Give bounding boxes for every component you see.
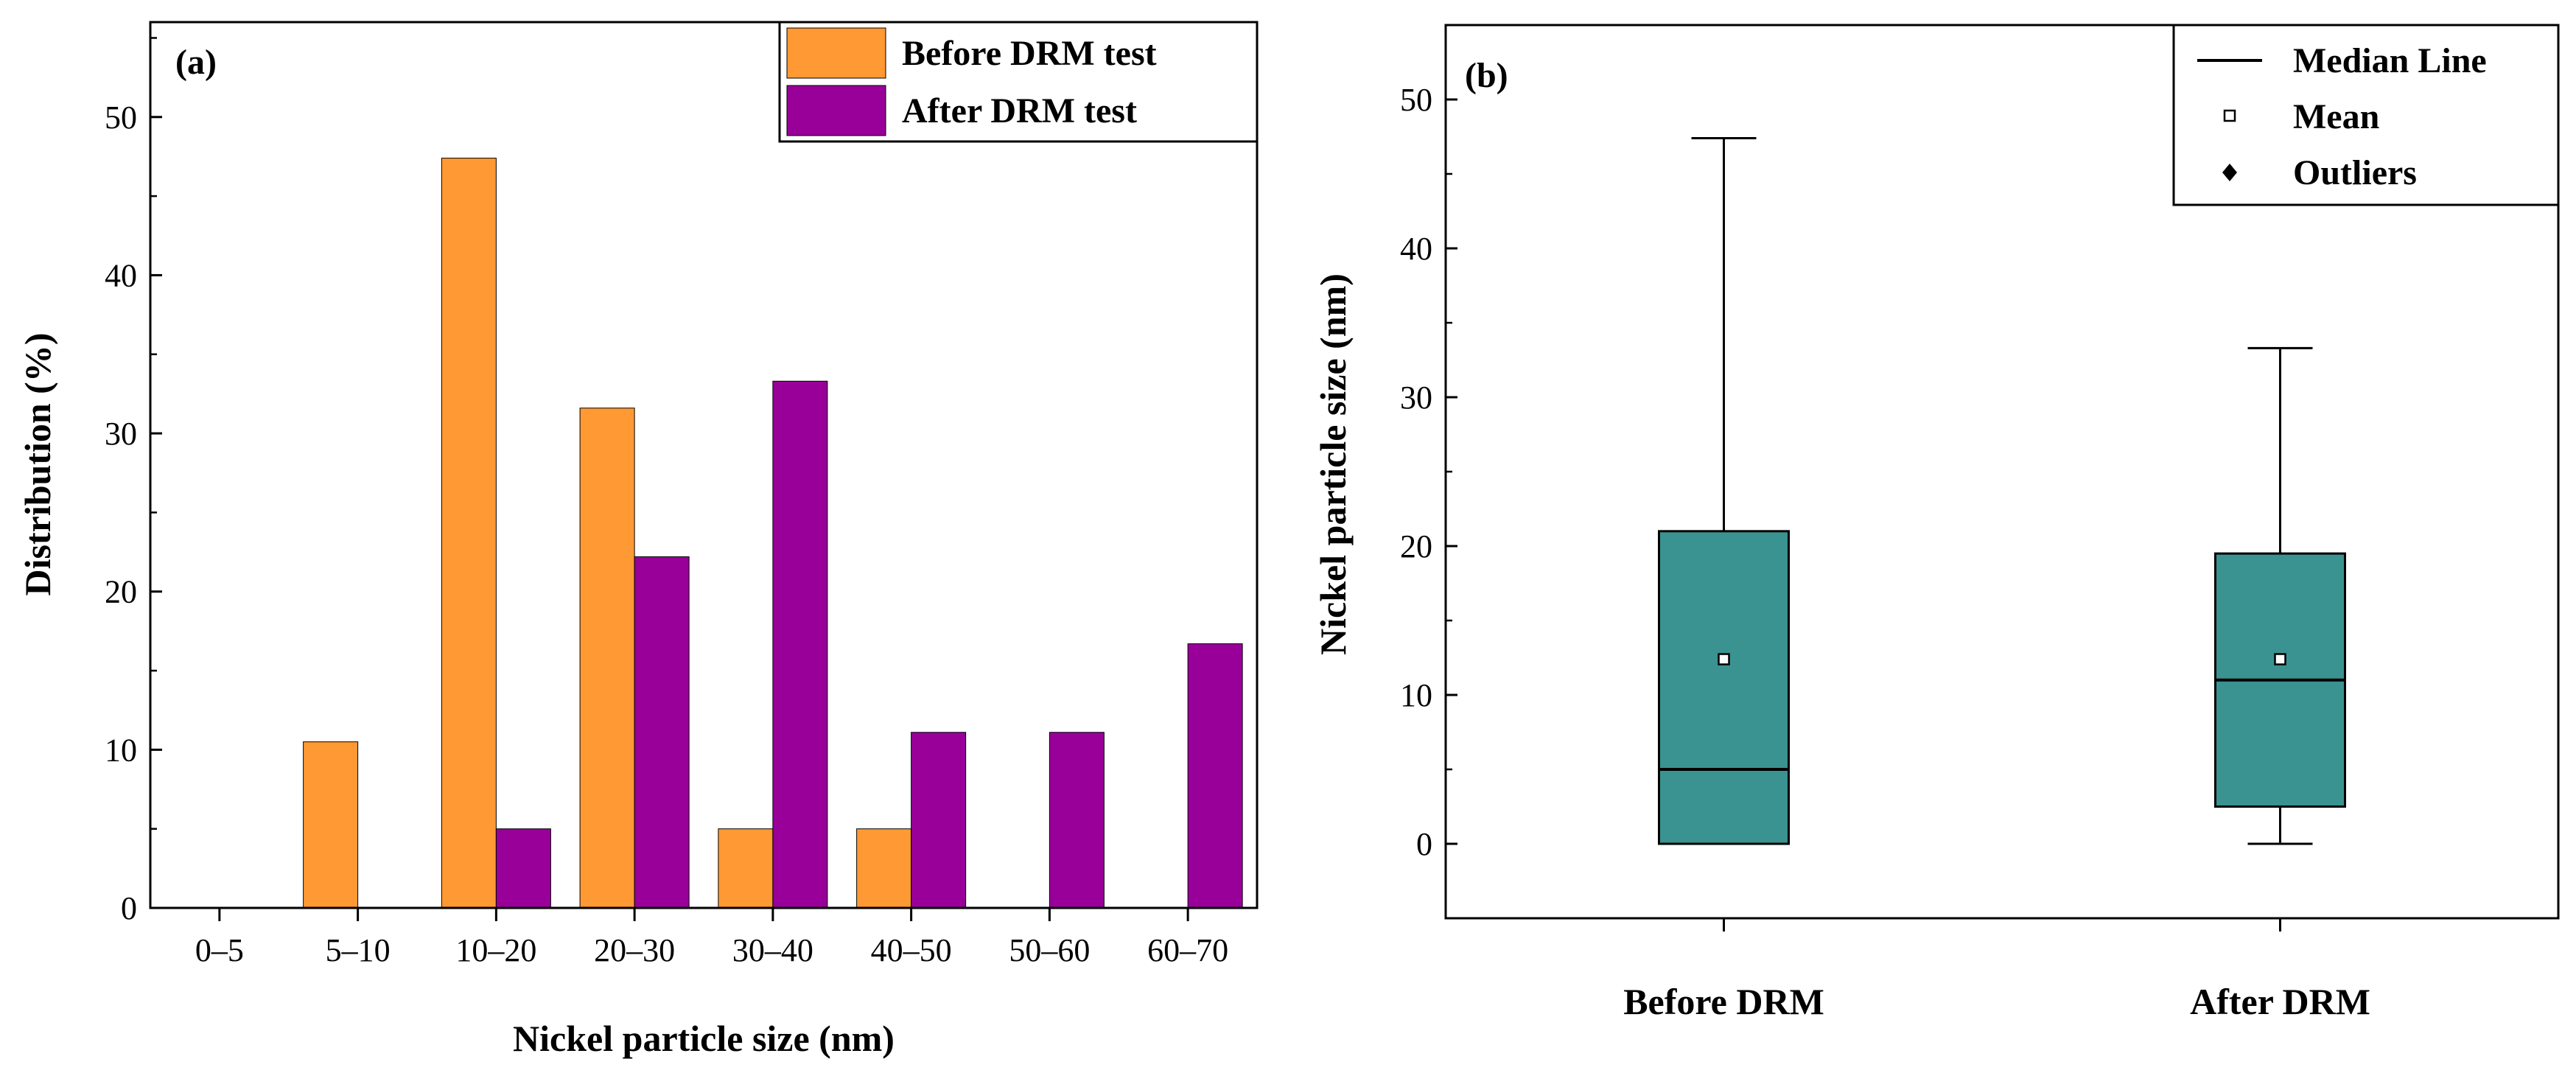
bar-before-drm-test-2 [303,741,359,909]
panel-a-y-tick-label: 40 [105,257,137,293]
bar-before-drm-test-3 [441,158,497,909]
panel-b-legend-label-outliers: Outliers [2293,153,2417,192]
bar-before-drm-test-5 [718,828,774,909]
panel-b-y-axis: 0 10 20 30 40 50 [1400,82,1457,862]
panel-a-x-tick-label: 60–70 [1147,932,1228,968]
panel-a-legend-swatch-after [786,85,886,136]
panel-a-legend-swatch-before [786,27,886,79]
panel-a-histogram: 0 10 20 30 40 50 0–5 5–10 10–20 20–30 30–40 40–50 5… [17,21,1259,1059]
bar-after-drm-test-7 [1049,732,1105,909]
panel-a-x-tick-label: 30–40 [732,932,813,968]
panel-a-x-axis-title: Nickel particle size (nm) [513,1018,895,1059]
panel-a-plot-frame [149,21,1259,909]
panel-b-y-tick-label: 30 [1400,380,1432,416]
panel-a-y-tick-label: 10 [105,732,137,768]
panel-b-legend-label-median: Median Line [2293,41,2487,80]
bar-after-drm-test-3 [495,828,551,909]
panel-b-x-axis: Before DRM After DRM [1623,918,2370,1022]
panel-b-legend: Median Line Mean Outliers [2172,24,2560,206]
panel-a-legend-label-before: Before DRM test [902,34,1157,73]
bar-after-drm-test-8 [1187,643,1243,909]
panel-a-x-axis: 0–5 5–10 10–20 20–30 30–40 40–50 50–60 60–70 [195,908,1228,968]
panel-a-y-tick-label: 0 [121,890,137,926]
bar-before-drm-test-4 [579,408,635,909]
bar-after-drm-test-5 [772,380,828,909]
box-before-drm [1658,530,1790,845]
panel-a-y-tick-label: 20 [105,574,137,610]
panel-b-boxes [1658,137,2346,845]
panel-a-x-tick-label: 10–20 [455,932,536,968]
panel-a-x-tick-label: 20–30 [594,932,675,968]
panel-b-y-tick-label: 10 [1400,677,1432,713]
panel-b-boxplot: 0 10 20 30 40 50 Before DRM After DRM (b) Nick… [1312,24,2560,1022]
panel-b-y-tick-label: 20 [1400,528,1432,565]
panel-b-legend-outlier-icon [2222,164,2237,181]
panel-a-x-tick-label: 0–5 [195,932,244,968]
panel-b-legend-label-mean: Mean [2293,97,2379,136]
panel-a-y-tick-label: 30 [105,416,137,452]
panel-b-legend-mean-icon [2223,109,2236,122]
panel-b-tag: (b) [1465,56,1508,95]
panel-b-y-tick-label: 50 [1400,82,1432,118]
panel-b-x-category-label: Before DRM [1623,981,1824,1022]
panel-b-y-axis-title: Nickel particle size (nm) [1312,273,1354,655]
mean-marker-after-drm [2274,653,2286,665]
bar-after-drm-test-4 [634,556,690,909]
bar-after-drm-test-6 [911,732,967,909]
panel-a-x-tick-label: 5–10 [326,932,391,968]
panel-a-y-tick-label: 50 [105,99,137,136]
panel-b-y-tick-label: 0 [1416,826,1432,862]
panel-a-bars [303,158,1243,909]
panel-b-legend-frame [2172,24,2560,206]
panel-a-tag: (a) [175,43,217,82]
mean-marker-before-drm [1718,653,1730,665]
panel-a-x-tick-label: 50–60 [1009,932,1090,968]
panel-b-y-tick-label: 40 [1400,231,1432,267]
panel-b-x-category-label: After DRM [2190,981,2370,1022]
bar-before-drm-test-6 [856,828,912,909]
panel-a-legend: Before DRM test After DRM test [778,21,1259,143]
panel-a-legend-label-after: After DRM test [902,91,1137,130]
panel-a-y-axis: 0 10 20 30 40 50 [105,37,162,926]
panel-a-x-tick-label: 40–50 [871,932,952,968]
panel-a-y-axis-title: Distribution (%) [17,333,58,596]
